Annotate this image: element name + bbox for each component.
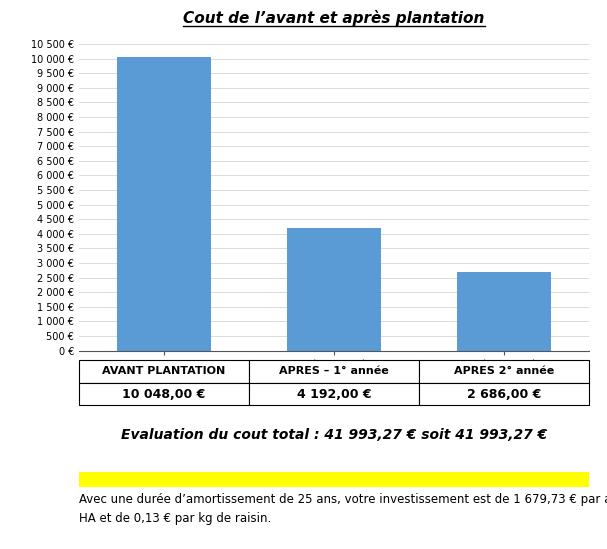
Text: Cout de l’avant et après plantation: Cout de l’avant et après plantation xyxy=(183,9,484,25)
Text: APRES – 1° année: APRES – 1° année xyxy=(279,366,388,376)
Bar xyxy=(117,57,211,351)
Bar xyxy=(419,383,589,406)
Text: 10 048,00 €: 10 048,00 € xyxy=(122,388,206,401)
Text: Evaluation du cout total : 41 993,27 € soit 41 993,27 €: Evaluation du cout total : 41 993,27 € s… xyxy=(121,428,547,441)
Text: APRES 2° année: APRES 2° année xyxy=(453,366,554,376)
Text: 2 686,00 €: 2 686,00 € xyxy=(467,388,541,401)
Bar xyxy=(79,383,249,406)
Bar xyxy=(457,272,551,351)
Text: AVANT PLANTATION: AVANT PLANTATION xyxy=(102,366,226,376)
Bar xyxy=(79,473,589,488)
Bar xyxy=(79,360,249,383)
Text: Avec une durée d’amortissement de 25 ans, votre investissement est de 1 679,73 €: Avec une durée d’amortissement de 25 ans… xyxy=(79,494,607,525)
Text: 4 192,00 €: 4 192,00 € xyxy=(297,388,371,401)
Bar xyxy=(249,360,419,383)
Bar xyxy=(249,383,419,406)
Bar xyxy=(419,360,589,383)
Bar xyxy=(287,228,381,351)
